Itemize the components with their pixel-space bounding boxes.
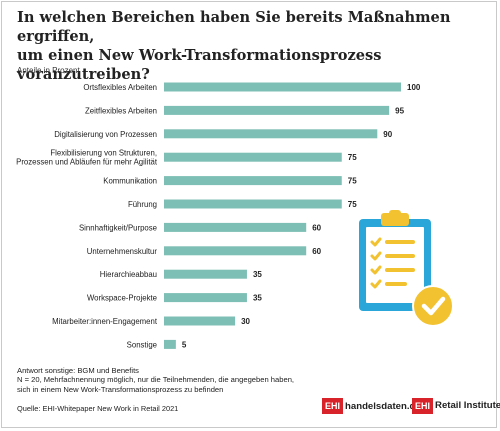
bar-7: [164, 246, 307, 256]
title-line-2: um einen New Work-Transformationsprozess…: [17, 47, 382, 83]
category-label-8: Hierarchieabbau: [100, 270, 157, 279]
value-label-8: 35: [253, 270, 262, 279]
unit-label: Anteile in Prozent: [17, 66, 80, 75]
chart-title: In welchen Bereichen haben Sie bereits M…: [17, 8, 487, 84]
bar-4: [164, 176, 342, 186]
value-label-7: 60: [312, 247, 321, 256]
ehi-retail-institute-logo: EHI Retail Institute®: [412, 398, 500, 414]
category-label-6: Sinnhaftigkeit/Purpose: [79, 223, 157, 232]
category-label-11: Sonstige: [127, 340, 157, 349]
bar-2: [164, 129, 378, 139]
category-label-2: Digitalisierung von Prozessen: [54, 130, 157, 139]
note-line-1: Antwort sonstige: BGM und Benefits: [17, 366, 139, 375]
logo1-text: handelsdaten.de: [345, 400, 421, 412]
value-label-4: 75: [348, 177, 357, 186]
note-line-2: N = 20, Mehrfachnennung möglich, nur die…: [17, 375, 295, 385]
value-label-0: 100: [407, 83, 421, 92]
category-label-4: Kommunikation: [103, 177, 157, 186]
value-label-6: 60: [312, 223, 321, 232]
clipboard-checklist-icon: [359, 210, 454, 327]
value-label-11: 5: [182, 340, 187, 349]
category-label-0: Ortsflexibles Arbeiten: [83, 83, 157, 92]
note-line-3: sich in einem New Work-Transformationspr…: [17, 384, 224, 394]
value-label-5: 75: [348, 200, 357, 209]
chart-notes: Antwort sonstige: BGM und Benefits N = 2…: [17, 366, 357, 394]
value-label-10: 30: [241, 317, 250, 326]
bar-10: [164, 316, 236, 326]
bar-6: [164, 222, 307, 232]
source-label: Quelle: EHI-Whitepaper New Work in Retai…: [17, 404, 179, 413]
handelsdaten-logo: EHI handelsdaten.de: [322, 398, 421, 414]
bar-1: [164, 105, 390, 115]
value-label-1: 95: [395, 106, 404, 115]
category-label-9: Workspace-Projekte: [87, 294, 157, 303]
bar-3: [164, 152, 342, 162]
logo2-text-value: Retail Institute: [435, 400, 500, 412]
logo2-text: Retail Institute®: [435, 400, 500, 412]
bar-5: [164, 199, 342, 209]
bar-11: [164, 339, 176, 349]
logo1-box: EHI: [322, 398, 344, 414]
value-label-2: 90: [383, 130, 392, 139]
bar-8: [164, 269, 247, 279]
category-label-3-0: Flexibilisierung von Strukturen,: [50, 149, 157, 158]
logo2-box: EHI: [412, 398, 434, 414]
category-label-3-1: Prozessen und Abläufen für mehr Agilität: [16, 158, 158, 167]
category-label-5: Führung: [128, 200, 157, 209]
category-label-10: Mitarbeiter:innen-Engagement: [52, 317, 158, 326]
category-label-7: Unternehmenskultur: [87, 247, 158, 256]
bar-9: [164, 293, 247, 303]
value-label-3: 75: [348, 153, 357, 162]
bar-0: [164, 82, 401, 92]
category-label-1: Zeitflexibles Arbeiten: [85, 106, 157, 115]
value-label-9: 35: [253, 294, 262, 303]
title-line-1: In welchen Bereichen haben Sie bereits M…: [17, 9, 451, 45]
